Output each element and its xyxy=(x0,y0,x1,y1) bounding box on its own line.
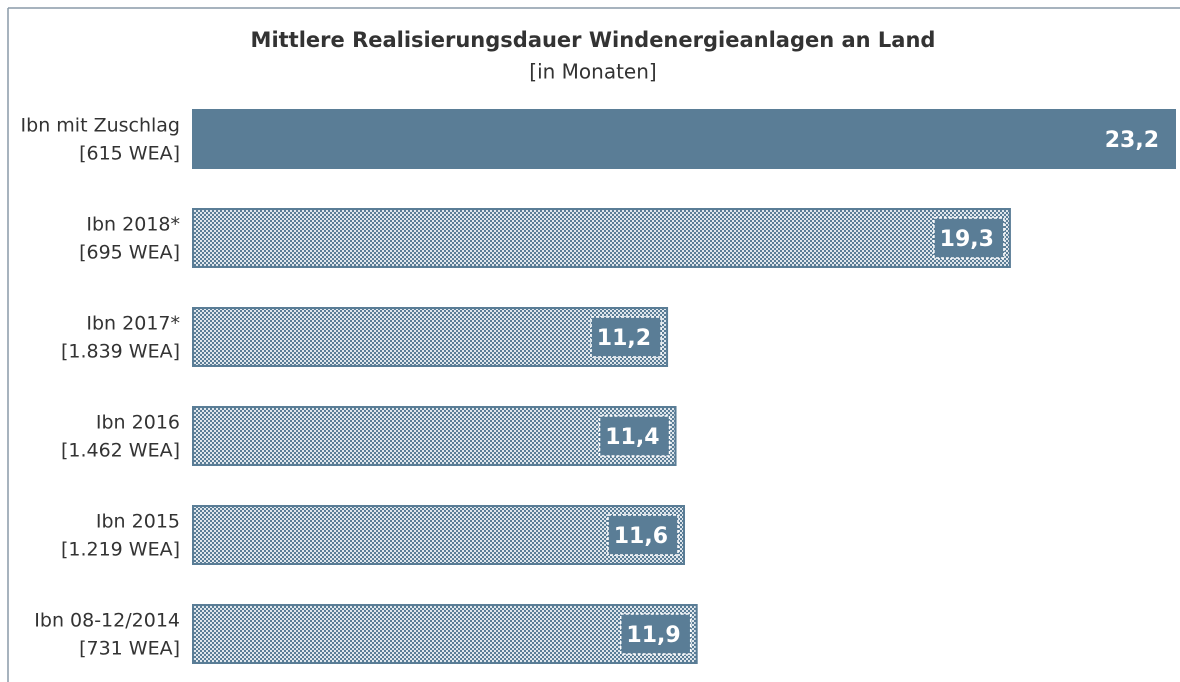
category-label: Ibn 2018* xyxy=(86,214,180,236)
category-label: Ibn 2015 xyxy=(96,511,180,533)
bar xyxy=(192,109,1176,169)
category-label: Ibn mit Zuschlag xyxy=(21,115,180,137)
value-label: 11,6 xyxy=(614,524,668,549)
category-label: Ibn 08-12/2014 xyxy=(34,610,180,632)
category-label: Ibn 2016 xyxy=(96,412,180,434)
category-label: [1.462 WEA] xyxy=(61,440,180,462)
bar xyxy=(192,604,698,664)
category-label: [615 WEA] xyxy=(79,143,180,165)
chart-title: Mittlere Realisierungsdauer Windenergiea… xyxy=(251,28,936,52)
category-label: [1.839 WEA] xyxy=(61,341,180,363)
chart-subtitle: [in Monaten] xyxy=(529,60,656,84)
value-label: 23,2 xyxy=(1105,128,1159,153)
value-label: 11,4 xyxy=(605,425,659,450)
value-label: 19,3 xyxy=(940,227,994,252)
bar xyxy=(192,505,685,565)
category-label: [731 WEA] xyxy=(79,638,180,660)
value-label-box xyxy=(590,316,662,358)
value-label-box xyxy=(933,217,1005,259)
value-label-box xyxy=(598,415,671,457)
value-label-box xyxy=(619,613,692,655)
category-label: [695 WEA] xyxy=(79,242,180,264)
bar xyxy=(192,208,1011,268)
category-label: Ibn 2017* xyxy=(86,313,180,335)
category-label: [1.219 WEA] xyxy=(61,539,180,561)
value-label: 11,2 xyxy=(597,326,651,351)
value-label: 11,9 xyxy=(626,623,680,648)
value-label-box xyxy=(607,514,679,556)
bar xyxy=(192,406,677,466)
bar xyxy=(192,307,669,367)
